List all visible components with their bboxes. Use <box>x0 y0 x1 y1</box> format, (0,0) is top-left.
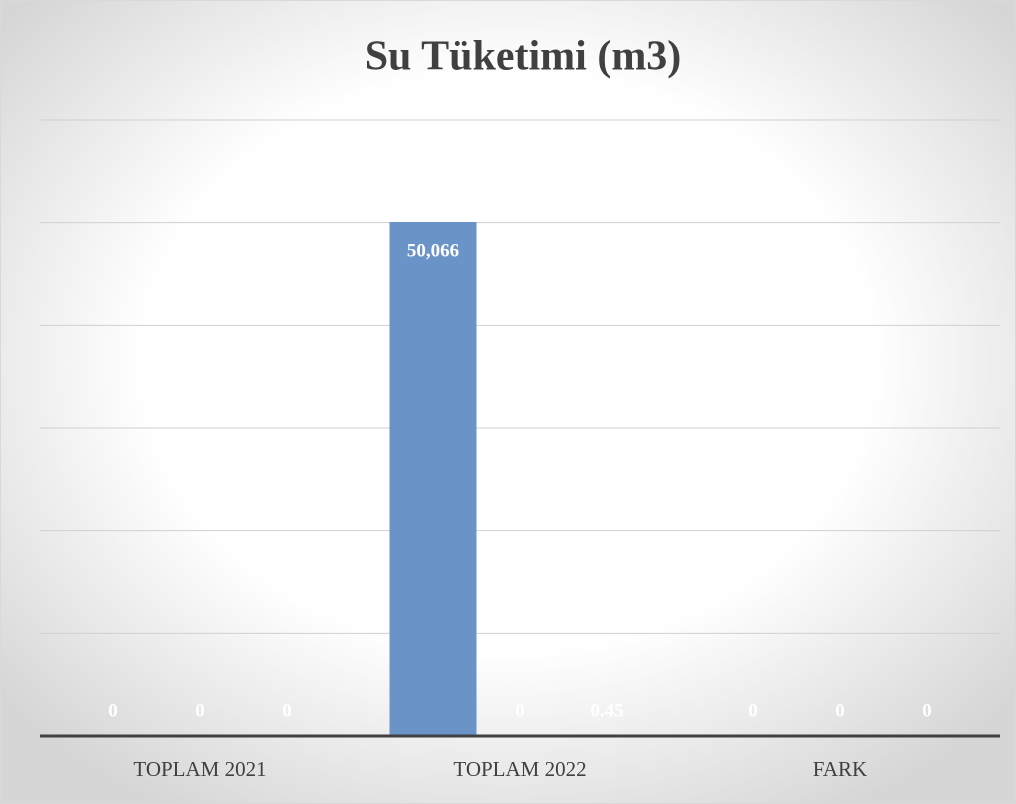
chart-title: Su Tüketimi (m3) <box>365 34 682 80</box>
x-tick-label: FARK <box>813 757 867 781</box>
data-label: 0 <box>282 700 292 721</box>
data-label: 0 <box>922 700 932 721</box>
data-label: 0 <box>748 700 758 721</box>
data-label: 0 <box>835 700 845 721</box>
data-label: 50,066 <box>407 240 459 261</box>
data-label: 0 <box>108 700 118 721</box>
data-label: 0 <box>195 700 205 721</box>
bar <box>389 221 477 736</box>
x-tick-label: TOPLAM 2022 <box>453 757 586 781</box>
data-label: 0 <box>515 700 525 721</box>
data-label: 0.45 <box>590 700 623 721</box>
x-tick-label: TOPLAM 2021 <box>133 757 266 781</box>
